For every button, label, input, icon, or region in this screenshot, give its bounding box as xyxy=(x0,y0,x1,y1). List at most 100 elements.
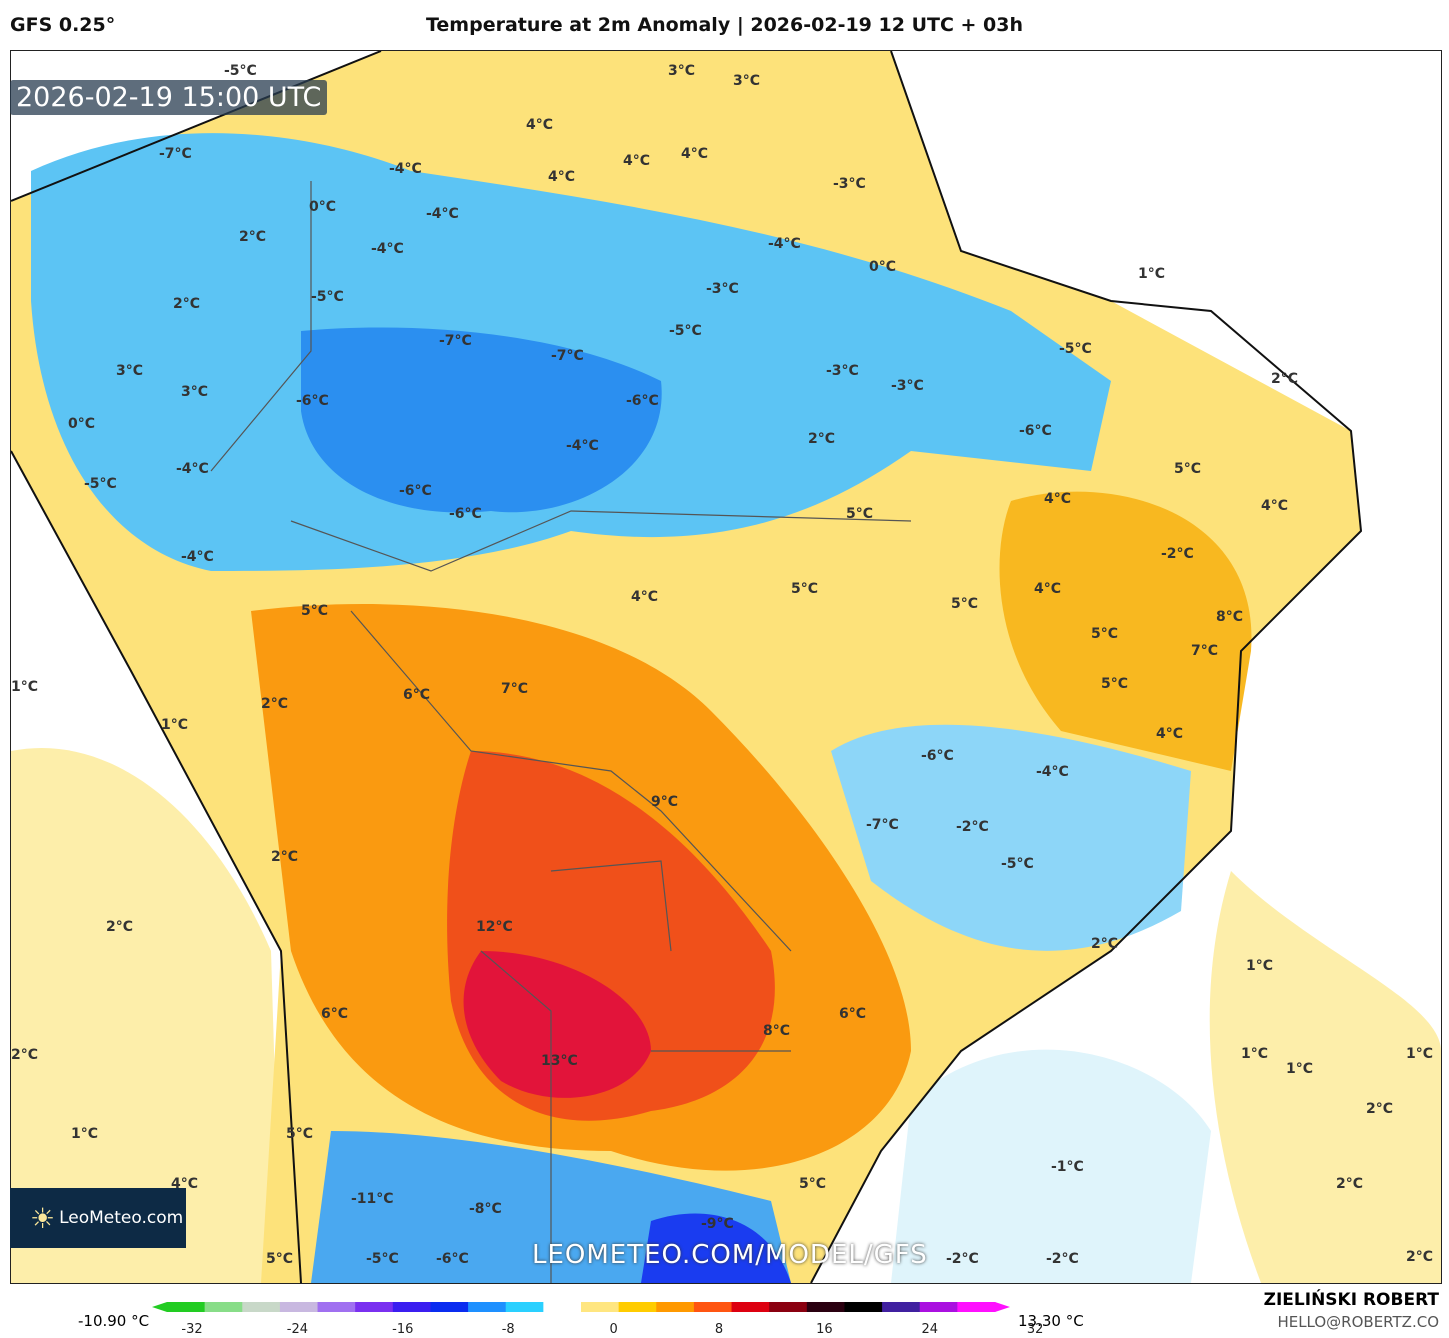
isotherm-label: -5°C xyxy=(84,476,117,492)
isotherm-label: -6°C xyxy=(1019,423,1052,439)
isotherm-label: 2°C xyxy=(239,229,267,245)
isotherm-label: -1°C xyxy=(1051,1159,1084,1175)
isotherm-label: -2°C xyxy=(956,819,989,835)
isotherm-label: 0°C xyxy=(68,416,96,432)
isotherm-label: 2°C xyxy=(271,849,299,865)
southeast-cold xyxy=(831,724,1191,951)
isotherm-label: -2°C xyxy=(946,1251,979,1267)
isotherm-label: 0°C xyxy=(869,259,897,275)
atlantic-cool xyxy=(891,1049,1211,1283)
isotherm-label: -5°C xyxy=(366,1251,399,1267)
isotherm-label: -6°C xyxy=(449,506,482,522)
isotherm-label: -7°C xyxy=(866,817,899,833)
watermark: LEOMETEO.COM/MODEL/GFS xyxy=(532,1240,928,1270)
isotherm-label: 2°C xyxy=(11,1047,39,1063)
isotherm-label: 7°C xyxy=(1191,643,1219,659)
colorbar-tick-label: 16 xyxy=(816,1322,833,1337)
colorbar-swatch xyxy=(355,1302,394,1312)
isotherm-label: 2°C xyxy=(173,296,201,312)
colorbar-extend-arrow xyxy=(152,1302,167,1312)
colorbar-swatch xyxy=(769,1302,808,1312)
isotherm-label: 2°C xyxy=(1271,371,1299,387)
isotherm-label: 6°C xyxy=(403,687,431,703)
colorbar-swatch xyxy=(731,1302,770,1312)
isotherm-label: 3°C xyxy=(181,384,209,400)
colorbar-tick-label: 8 xyxy=(714,1322,724,1337)
isotherm-label: 8°C xyxy=(763,1023,791,1039)
isotherm-label: -4°C xyxy=(389,161,422,177)
isotherm-label: -5°C xyxy=(224,63,257,79)
isotherm-label: 5°C xyxy=(1101,676,1129,692)
isotherm-label: 1°C xyxy=(1246,958,1274,974)
isotherm-label: 1°C xyxy=(1406,1046,1434,1062)
isotherm-label: 9°C xyxy=(651,794,679,810)
colorbar-swatch xyxy=(317,1302,356,1312)
atlantic-warm xyxy=(1209,871,1441,1283)
isotherm-label: 5°C xyxy=(286,1126,314,1142)
isotherm-label: 2°C xyxy=(1366,1101,1394,1117)
isotherm-label: -4°C xyxy=(566,438,599,454)
sun-icon: ☀ xyxy=(30,1201,56,1235)
colorbar-swatch xyxy=(204,1302,243,1312)
isotherm-label: -4°C xyxy=(1036,764,1069,780)
colorbar-swatch xyxy=(656,1302,695,1312)
isotherm-label: 2°C xyxy=(261,696,289,712)
northeast-orange xyxy=(999,491,1252,771)
isotherm-label: 2°C xyxy=(1406,1249,1434,1265)
isotherm-label: 8°C xyxy=(1216,609,1244,625)
colorbar-tick-label: -24 xyxy=(286,1322,309,1337)
colorbar-swatch xyxy=(618,1302,657,1312)
colorbar-swatch xyxy=(919,1302,958,1312)
isotherm-label: -6°C xyxy=(921,748,954,764)
isotherm-label: 3°C xyxy=(116,363,144,379)
isotherm-label: 5°C xyxy=(1174,461,1202,477)
isotherm-label: 1°C xyxy=(1286,1061,1314,1077)
leometeo-logo: ☀ LeoMeteo.com xyxy=(10,1188,186,1248)
isotherm-label: 1°C xyxy=(11,679,39,695)
map-field xyxy=(11,51,1441,1283)
isotherm-label: 4°C xyxy=(1156,726,1184,742)
isotherm-label: 4°C xyxy=(1261,498,1289,514)
isotherm-label: 4°C xyxy=(623,153,651,169)
isotherm-label: 5°C xyxy=(301,603,329,619)
colorbar-swatch xyxy=(581,1302,620,1312)
argentina-deep-cold xyxy=(641,1213,791,1283)
isotherm-label: -8°C xyxy=(469,1201,502,1217)
isotherm-label: -7°C xyxy=(551,348,584,364)
isotherm-label: 1°C xyxy=(1241,1046,1269,1062)
isotherm-label: -3°C xyxy=(891,378,924,394)
pacific-warm xyxy=(11,747,281,1283)
isotherm-label: -5°C xyxy=(1059,341,1092,357)
isotherm-label: 1°C xyxy=(1138,266,1166,282)
colorbar-swatch xyxy=(543,1302,582,1312)
colorbar-tick-label: -8 xyxy=(501,1322,515,1337)
isotherm-label: -9°C xyxy=(701,1216,734,1232)
colorbar-swatch xyxy=(693,1302,733,1312)
isotherm-label: 3°C xyxy=(668,63,696,79)
colorbar-max: 13.30 °C xyxy=(1018,1312,1084,1330)
map-title: Temperature at 2m Anomaly | 2026-02-19 1… xyxy=(425,14,1024,36)
isotherm-label: 2°C xyxy=(106,919,134,935)
anomaly-map[interactable]: -5°C -7°C 4°C 3°C 3°C 4°C 4°C 4°C -4°C -4°C 2°C 0°C… xyxy=(10,50,1442,1284)
isotherm-label: -3°C xyxy=(833,176,866,192)
isotherm-label: 12°C xyxy=(476,919,513,935)
isotherm-label: -4°C xyxy=(181,549,214,565)
borders xyxy=(210,181,912,1283)
isotherm-label: -7°C xyxy=(159,146,192,162)
valid-time: 2026-02-19 15:00 UTC xyxy=(10,80,328,115)
coastline xyxy=(11,51,1363,1283)
isotherm-label: 4°C xyxy=(1034,581,1062,597)
isotherm-label: 4°C xyxy=(548,169,576,185)
colorbar-tick-label: 0 xyxy=(609,1322,618,1337)
isotherm-label: -4°C xyxy=(371,241,404,257)
isotherm-label: 1°C xyxy=(71,1126,99,1142)
colorbar-swatch xyxy=(957,1302,996,1312)
colorbar-tick-label: -32 xyxy=(181,1322,203,1337)
isotherm-label: -7°C xyxy=(439,333,472,349)
isotherm-label: 6°C xyxy=(321,1006,349,1022)
colorbar-swatch xyxy=(279,1302,319,1312)
isotherm-label: -4°C xyxy=(768,236,801,252)
colorbar-tick-label: 24 xyxy=(921,1322,939,1337)
isotherm-label: 4°C xyxy=(1044,491,1072,507)
colorbar-extend-arrow xyxy=(995,1302,1010,1312)
